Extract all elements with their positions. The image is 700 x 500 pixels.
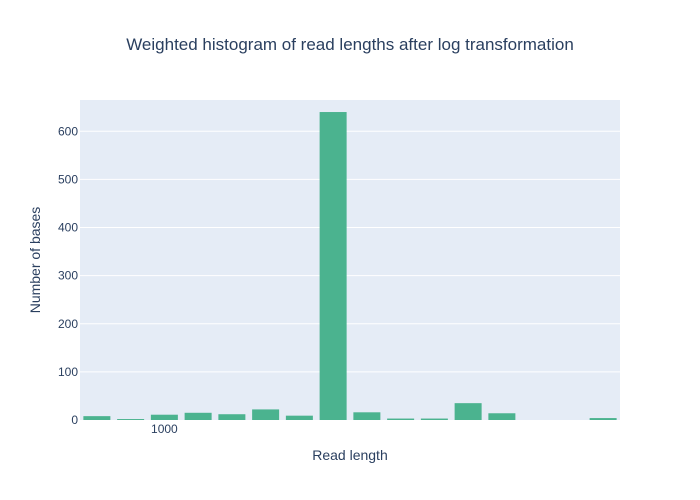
- bar[interactable]: [117, 419, 145, 420]
- bar[interactable]: [488, 413, 516, 420]
- plot-area: [80, 100, 620, 420]
- bar[interactable]: [218, 414, 246, 420]
- bar[interactable]: [319, 112, 347, 420]
- x-axis-ticks: 1000: [151, 422, 178, 436]
- y-axis-label: Number of bases: [27, 207, 43, 314]
- bar[interactable]: [353, 412, 381, 420]
- y-tick-label: 100: [58, 365, 78, 379]
- y-tick-label: 300: [58, 269, 78, 283]
- bar[interactable]: [150, 414, 178, 420]
- bar[interactable]: [420, 418, 448, 420]
- bar[interactable]: [184, 412, 212, 420]
- gridlines: [80, 130, 620, 373]
- chart-title: Weighted histogram of read lengths after…: [126, 35, 574, 54]
- bar[interactable]: [83, 416, 111, 420]
- bar[interactable]: [252, 409, 280, 420]
- y-tick-label: 200: [58, 317, 78, 331]
- y-axis-ticks: 0 100 200 300 400 500 600: [58, 124, 78, 427]
- bar[interactable]: [589, 418, 617, 420]
- bar[interactable]: [285, 415, 313, 420]
- y-tick-label: 0: [71, 413, 78, 427]
- y-tick-label: 600: [58, 124, 78, 138]
- bars: [83, 112, 617, 420]
- bar[interactable]: [387, 418, 415, 420]
- bar[interactable]: [454, 403, 482, 420]
- x-axis-label: Read length: [312, 447, 388, 463]
- x-tick-label: 1000: [151, 422, 178, 436]
- y-tick-label: 400: [58, 221, 78, 235]
- y-tick-label: 500: [58, 172, 78, 186]
